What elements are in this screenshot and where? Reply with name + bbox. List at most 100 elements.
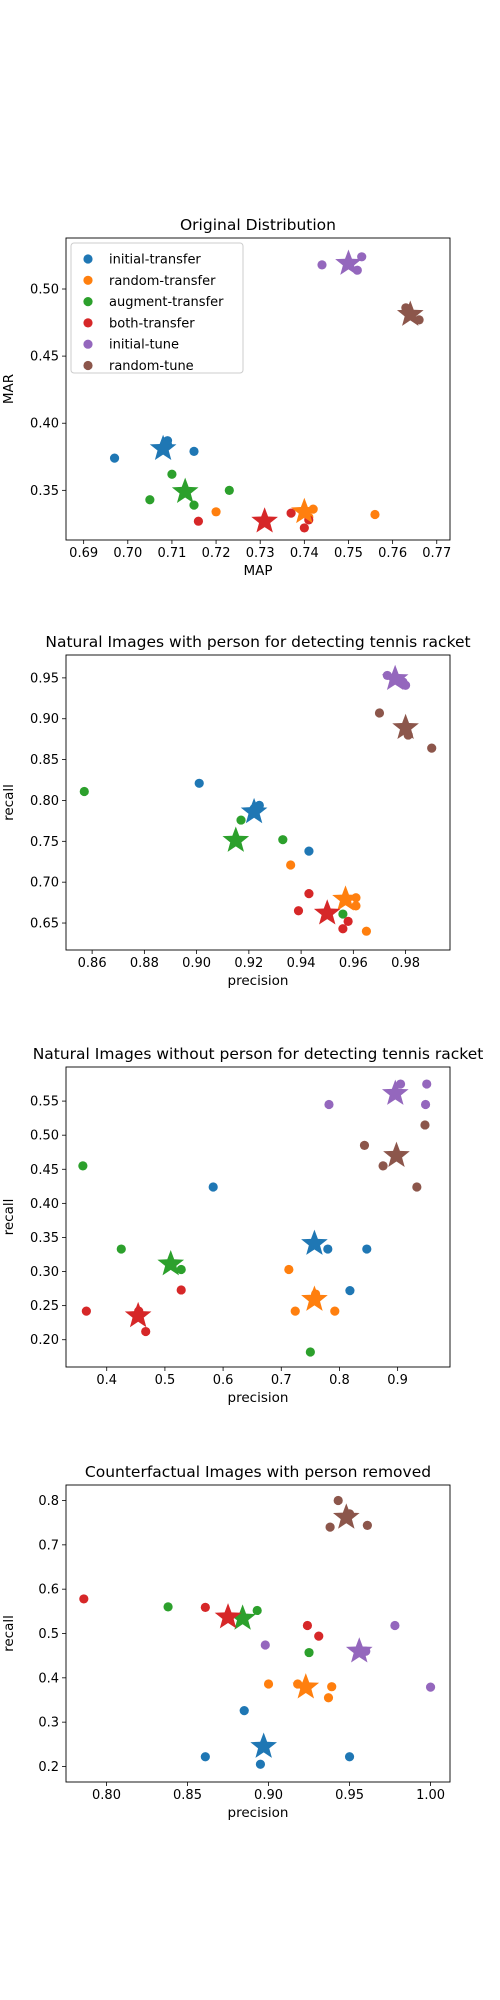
x-tick-label: 0.72: [202, 546, 231, 561]
point-initial-transfer: [304, 846, 314, 856]
legend-marker-initial-transfer: [83, 254, 93, 264]
x-tick-label: 0.7: [271, 1373, 292, 1388]
point-random-transfer: [211, 507, 221, 517]
point-augment-transfer: [278, 835, 288, 845]
point-both-transfer: [200, 1602, 210, 1612]
point-augment-transfer: [189, 500, 199, 510]
legend-marker-initial-tune: [83, 339, 93, 349]
x-tick-label: 0.86: [78, 956, 107, 971]
point-initial-tune: [420, 1099, 431, 1110]
plot-area: [79, 1495, 436, 1769]
point-initial-transfer: [194, 778, 204, 788]
point-initial-transfer: [344, 1752, 355, 1762]
y-tick-label: 0.70: [30, 876, 59, 891]
x-tick-label: 0.71: [157, 546, 186, 561]
mean-star-random-tune: [383, 1141, 410, 1167]
point-augment-transfer: [224, 485, 234, 495]
point-augment-transfer: [167, 469, 177, 479]
y-tick-label: 0.50: [30, 1129, 59, 1144]
axes-frame: [65, 237, 451, 541]
point-augment-transfer: [145, 495, 155, 505]
mean-star-random-tune: [396, 300, 424, 326]
axes-frame: [65, 654, 451, 951]
y-tick-label: 0.50: [30, 283, 59, 298]
y-tick-label: 0.85: [30, 753, 59, 768]
mean-star-random-transfer: [292, 1673, 320, 1699]
point-random-transfer: [284, 1264, 294, 1275]
point-random-transfer: [351, 901, 361, 911]
x-tick-label: 0.74: [290, 546, 319, 561]
y-tick-label: 0.35: [30, 1231, 59, 1246]
legend-label-augment-transfer: augment-transfer: [109, 295, 224, 310]
x-tick-label: 0.75: [334, 546, 363, 561]
chart-title: Original Distribution: [180, 216, 336, 234]
y-tick-label: 0.75: [30, 835, 59, 850]
mean-star-initial-transfer: [250, 1732, 277, 1758]
point-both-transfer: [293, 906, 304, 916]
point-initial-tune: [425, 1682, 436, 1692]
mean-star-random-transfer: [332, 885, 359, 911]
point-random-tune: [333, 1495, 343, 1506]
x-tick-label: 1.00: [416, 1788, 445, 1803]
chart-panel-4: Counterfactual Images with person remove…: [1, 1463, 451, 1821]
y-axis-label: recall: [1, 1199, 17, 1236]
legend-label-initial-tune: initial-tune: [109, 338, 179, 353]
mean-star-initial-transfer: [149, 434, 177, 461]
x-tick-label: 0.98: [391, 956, 420, 971]
x-axis-label: precision: [228, 1390, 289, 1406]
y-tick-label: 0.5: [38, 1627, 59, 1642]
point-random-tune: [362, 1520, 372, 1530]
point-random-tune: [420, 1120, 430, 1130]
y-tick-label: 0.55: [30, 1095, 59, 1110]
x-tick-label: 0.8: [329, 1373, 350, 1388]
y-tick-label: 0.35: [30, 484, 59, 499]
y-tick-label: 0.65: [30, 917, 59, 932]
x-axis-label: precision: [228, 1805, 289, 1821]
point-random-transfer: [286, 860, 296, 870]
legend-marker-augment-transfer: [83, 297, 93, 307]
mean-star-augment-transfer: [222, 826, 250, 852]
point-both-transfer: [81, 1306, 91, 1316]
y-tick-label: 0.20: [30, 1333, 59, 1348]
mean-star-both-transfer: [313, 899, 341, 925]
mean-star-random-tune: [392, 713, 419, 740]
point-random-tune: [374, 708, 385, 718]
y-tick-label: 0.40: [30, 1197, 59, 1212]
point-random-transfer: [290, 1306, 300, 1316]
y-tick-label: 0.45: [30, 1163, 59, 1178]
point-initial-transfer: [345, 1286, 355, 1296]
chart-title: Natural Images with person for detecting…: [45, 633, 470, 651]
x-tick-label: 0.90: [182, 956, 211, 971]
point-both-transfer: [141, 1326, 151, 1337]
mean-star-augment-transfer: [171, 477, 199, 504]
point-augment-transfer: [338, 909, 348, 919]
point-initial-tune: [395, 1079, 406, 1089]
mean-star-initial-tune: [381, 1079, 409, 1105]
point-both-transfer: [314, 1631, 324, 1641]
y-axis-label: recall: [1, 1615, 17, 1652]
mean-star-augment-transfer: [157, 1250, 185, 1276]
x-tick-label: 0.69: [69, 546, 98, 561]
y-tick-label: 0.80: [30, 794, 59, 809]
y-tick-label: 0.95: [30, 671, 59, 686]
point-both-transfer: [176, 1285, 186, 1295]
x-tick-label: 0.96: [339, 956, 368, 971]
x-tick-label: 0.95: [335, 1788, 364, 1803]
point-augment-transfer: [252, 1605, 262, 1616]
y-tick-label: 0.90: [30, 712, 59, 727]
mean-star-initial-tune: [381, 664, 409, 691]
chart-panel-3: Natural Images without person for detect…: [1, 1045, 483, 1406]
x-tick-label: 0.4: [96, 1373, 117, 1388]
x-tick-label: 0.70: [113, 546, 142, 561]
mean-star-both-transfer: [124, 1301, 152, 1328]
mean-star-initial-transfer: [240, 797, 268, 824]
legend-marker-both-transfer: [83, 318, 93, 328]
legend-box: [70, 242, 244, 374]
legend-marker-random-tune: [83, 360, 93, 371]
x-tick-label: 0.88: [130, 956, 159, 971]
point-augment-transfer: [163, 1602, 173, 1612]
y-tick-label: 0.4: [38, 1671, 59, 1686]
point-random-transfer: [327, 1682, 337, 1692]
x-axis-label: MAP: [243, 563, 272, 579]
